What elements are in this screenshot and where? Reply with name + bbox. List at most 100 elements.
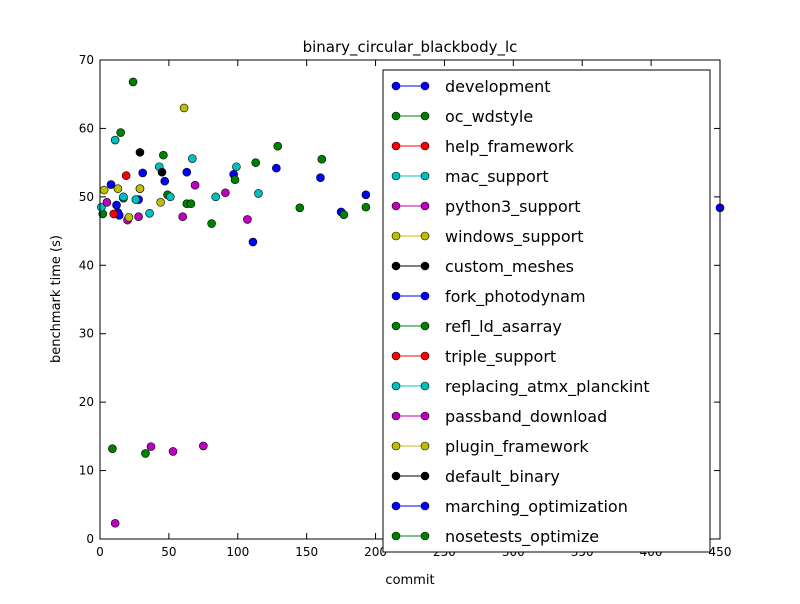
- legend-label: triple_support: [445, 347, 556, 367]
- data-point-mac-support: [145, 208, 154, 218]
- legend-label: default_binary: [445, 467, 560, 487]
- legend-marker: [391, 231, 401, 241]
- legend-item-plugin-framework: plugin_framework: [391, 437, 589, 457]
- legend-label: marching_optimization: [445, 497, 628, 517]
- legend-item-mac-support: mac_support: [391, 167, 549, 187]
- y-tick-label: 60: [79, 121, 94, 135]
- data-point-python3-support: [102, 198, 112, 207]
- legend-marker: [420, 171, 430, 181]
- data-point-custom-meshes: [135, 148, 145, 157]
- legend-label: python3_support: [445, 197, 581, 217]
- legend-marker: [420, 471, 430, 481]
- legend-marker: [391, 111, 401, 121]
- data-point-mac-support: [165, 192, 175, 202]
- data-point-development: [106, 180, 116, 189]
- data-point-development: [160, 176, 170, 186]
- legend-box: [382, 69, 711, 553]
- data-point-python3-support: [243, 215, 252, 224]
- x-tick-label: 450: [709, 545, 732, 559]
- data-point-windows-support: [113, 184, 123, 193]
- legend-item-fork-photodynam: fork_photodynam: [391, 287, 586, 307]
- legend-item-python3-support: python3_support: [391, 197, 581, 217]
- data-point-oc-wdstyle: [141, 449, 150, 458]
- legend-marker: [391, 441, 401, 451]
- x-axis-label: commit: [385, 573, 434, 588]
- data-point-development: [316, 173, 325, 182]
- legend-marker: [420, 501, 430, 511]
- data-point-mac-support: [211, 192, 221, 202]
- data-point-mac-support: [119, 192, 128, 202]
- legend-item-triple-support: triple_support: [391, 347, 556, 367]
- legend-marker: [391, 201, 401, 211]
- data-point-windows-support: [124, 213, 134, 222]
- data-point-oc-wdstyle: [128, 77, 138, 87]
- data-point-python3-support: [110, 518, 120, 528]
- legend-item-default-binary: default_binary: [391, 467, 560, 487]
- data-point-oc-wdstyle: [159, 150, 168, 160]
- legend-marker: [391, 471, 401, 481]
- data-point-mac-support: [254, 189, 263, 198]
- legend-label: passband_download: [445, 407, 607, 427]
- y-axis-label: benchmark time (s): [49, 235, 64, 363]
- x-tick-label: 0: [96, 545, 104, 559]
- data-point-windows-support: [135, 184, 145, 193]
- data-point-oc-wdstyle: [295, 203, 305, 213]
- legend-marker: [391, 321, 401, 331]
- legend-item-passband-download: passband_download: [391, 407, 607, 427]
- y-tick-label: 70: [79, 53, 94, 67]
- data-point-development: [248, 237, 258, 247]
- legend-marker: [420, 351, 430, 361]
- data-point-mac-support: [232, 162, 241, 172]
- legend-label: nosetests_optimize: [445, 527, 599, 547]
- data-point-custom-meshes: [157, 167, 167, 177]
- data-point-windows-support: [99, 185, 109, 195]
- legend-item-help-framework: help_framework: [391, 137, 574, 157]
- legend-label: development: [445, 77, 551, 96]
- data-point-windows-support: [156, 198, 165, 207]
- legend: development oc_wdstyle help_framework mac_s…: [382, 69, 711, 553]
- legend-item-oc-wdstyle: oc_wdstyle: [391, 107, 533, 127]
- legend-marker: [420, 111, 430, 121]
- legend-marker: [391, 171, 401, 181]
- legend-item-nosetests-optimize: nosetests_optimize: [391, 527, 599, 547]
- data-point-development: [138, 168, 148, 178]
- legend-label: help_framework: [445, 137, 574, 157]
- data-point-oc-wdstyle: [251, 158, 260, 167]
- y-tick-label: 20: [79, 395, 94, 409]
- y-tick-label: 0: [86, 532, 94, 546]
- legend-label: oc_wdstyle: [445, 107, 533, 127]
- data-point-python3-support: [178, 212, 187, 222]
- legend-label: mac_support: [445, 167, 549, 187]
- data-point-oc-wdstyle: [317, 154, 327, 164]
- y-tick-label: 50: [79, 190, 94, 204]
- legend-item-refl-ld-asarray: refl_ld_asarray: [391, 317, 562, 337]
- legend-marker: [391, 381, 401, 391]
- legend-marker: [420, 231, 430, 241]
- legend-marker: [391, 291, 401, 301]
- data-point-mac-support: [131, 195, 141, 204]
- data-point-python3-support: [146, 442, 156, 451]
- data-point-oc-wdstyle: [361, 202, 371, 212]
- y-tick-label: 40: [79, 258, 94, 272]
- y-tick-label: 30: [79, 327, 94, 341]
- data-point-oc-wdstyle: [207, 219, 216, 228]
- legend-item-replacing-atmx-planckint: replacing_atmx_planckint: [391, 377, 650, 397]
- data-point-mac-support: [97, 202, 106, 212]
- legend-marker: [391, 141, 401, 151]
- legend-item-windows-support: windows_support: [391, 227, 583, 247]
- legend-marker: [391, 351, 401, 361]
- legend-marker: [420, 291, 430, 301]
- x-tick-label: 150: [295, 545, 318, 559]
- data-point-development: [182, 167, 192, 177]
- data-point-mac-support: [188, 154, 197, 163]
- legend-label: fork_photodynam: [445, 287, 586, 307]
- legend-marker: [420, 441, 430, 451]
- legend-label: refl_ld_asarray: [445, 317, 562, 337]
- legend-marker: [391, 261, 401, 271]
- chart-title: binary_circular_blackbody_lc: [303, 38, 518, 57]
- data-point-oc-wdstyle: [116, 128, 125, 137]
- data-point-python3-support: [199, 441, 208, 451]
- x-tick-label: 50: [161, 545, 176, 559]
- data-point-oc-wdstyle: [108, 444, 117, 453]
